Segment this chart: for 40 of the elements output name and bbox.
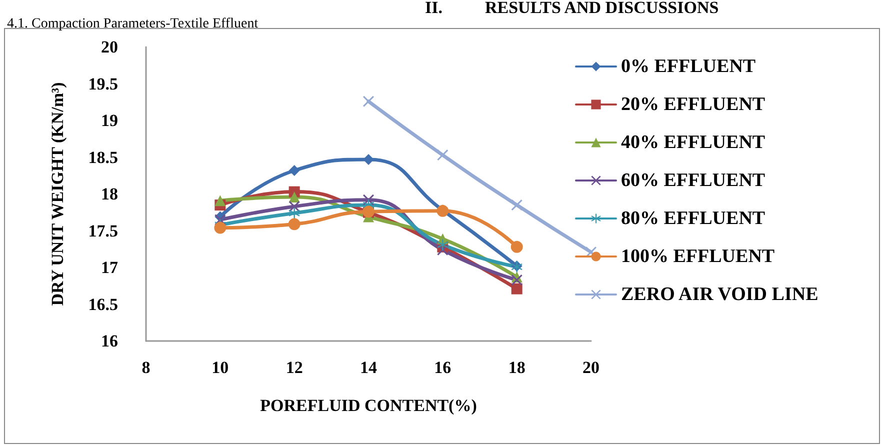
point: [214, 195, 226, 206]
y-tick-label: 16: [101, 332, 118, 350]
y-tick-label: 18: [101, 184, 118, 204]
point: [511, 200, 522, 211]
y-axis-title: DRY UNIT WEIGHT (KN/m³): [48, 82, 67, 306]
x-tick-label: 10: [212, 358, 229, 377]
x-tick-label: 16: [434, 358, 452, 377]
chart-title: II. RESULTS AND DISCUSSIONS: [425, 0, 719, 17]
point: [214, 222, 226, 234]
legend-label: 100% EFFLUENT: [621, 246, 775, 267]
point: [363, 96, 374, 107]
point: [288, 164, 300, 176]
x-axis-title: POREFLUID CONTENT(%): [260, 396, 477, 415]
y-tick-label: 20: [101, 38, 118, 56]
point: [288, 191, 300, 202]
y-tick-label: 18.5: [88, 148, 118, 167]
y-tick-label: 17.5: [88, 221, 118, 240]
legend-label: ZERO AIR VOID LINE: [621, 284, 818, 305]
point: [511, 274, 522, 286]
point: [363, 154, 374, 165]
legend-label: 40% EFFLUENT: [621, 132, 766, 153]
point: [437, 150, 448, 161]
x-tick-label: 18: [508, 358, 526, 377]
point: [288, 218, 300, 230]
point: [511, 283, 522, 294]
y-tick-label: 16.5: [88, 294, 118, 314]
x-tick-label: 14: [360, 358, 378, 377]
y-tick-label: 19.5: [88, 74, 118, 94]
x-tick-label: 20: [582, 358, 600, 377]
legend-label: 80% EFFLUENT: [621, 208, 766, 229]
legend-label: 20% EFFLUENT: [621, 94, 766, 115]
y-tick-label: 19: [101, 111, 118, 130]
chart-subtitle: 4.1. Compaction Parameters-Textile Effluent: [7, 16, 258, 32]
legend-label: 0% EFFLUENT: [621, 56, 756, 77]
x-tick-label: 12: [286, 358, 303, 377]
point: [510, 240, 523, 253]
y-tick-label: 17: [101, 258, 118, 277]
legend-label: 60% EFFLUENT: [621, 170, 766, 191]
x-tick-label: 8: [142, 358, 150, 377]
point: [288, 208, 300, 219]
